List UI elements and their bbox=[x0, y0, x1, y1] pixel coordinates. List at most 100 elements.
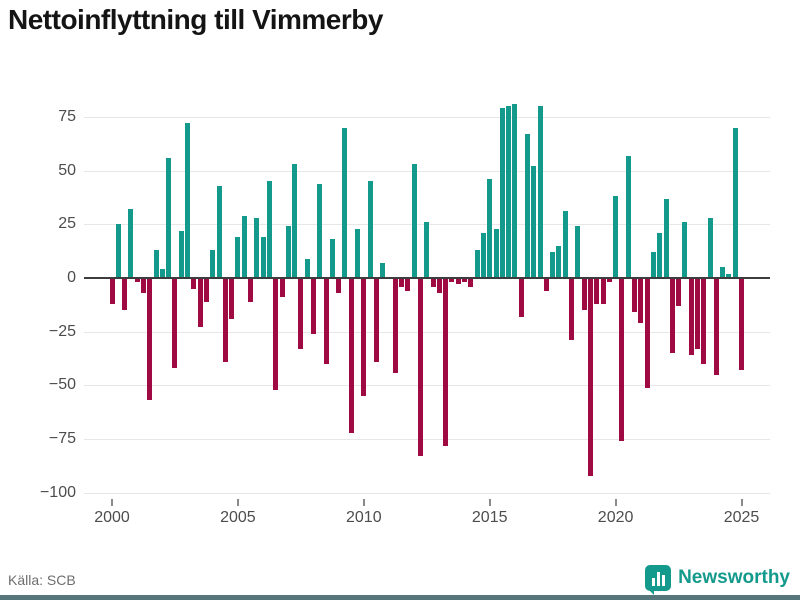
bar bbox=[411, 164, 417, 278]
bar bbox=[197, 278, 203, 328]
bar bbox=[292, 164, 298, 278]
logo-bar-3 bbox=[661, 575, 665, 586]
bar bbox=[688, 278, 694, 356]
bar bbox=[336, 278, 342, 293]
bar bbox=[581, 278, 587, 311]
zero-axis-line bbox=[84, 276, 770, 279]
bar bbox=[373, 278, 379, 362]
gridline bbox=[84, 385, 770, 387]
gridline bbox=[84, 116, 770, 118]
logo-bar-2 bbox=[656, 572, 660, 586]
bar bbox=[430, 278, 436, 287]
bar bbox=[141, 278, 146, 293]
logo-speech-tail bbox=[648, 589, 655, 595]
bar bbox=[487, 179, 493, 278]
bar bbox=[399, 278, 405, 287]
bar bbox=[669, 278, 675, 354]
bar bbox=[587, 278, 593, 476]
bar bbox=[266, 181, 272, 278]
bar bbox=[134, 278, 140, 283]
bar bbox=[185, 123, 190, 278]
bar bbox=[726, 273, 732, 278]
bar bbox=[606, 278, 612, 283]
bar bbox=[694, 278, 700, 349]
newsworthy-logo[interactable]: Newsworthy bbox=[645, 564, 790, 595]
bar bbox=[348, 278, 354, 433]
bar bbox=[304, 258, 310, 278]
y-tick-label: −50 bbox=[48, 376, 76, 394]
bar bbox=[720, 267, 726, 278]
y-tick-label: 75 bbox=[58, 107, 76, 125]
bar bbox=[625, 155, 631, 278]
bar bbox=[543, 278, 549, 291]
y-tick-label: −100 bbox=[39, 483, 76, 501]
chart-title: Nettoinflyttning till Vimmerby bbox=[8, 4, 383, 35]
bar bbox=[644, 278, 650, 388]
bar bbox=[525, 134, 530, 278]
x-tick-mark bbox=[488, 499, 491, 506]
bar bbox=[172, 278, 178, 369]
bar bbox=[115, 224, 121, 278]
bar bbox=[632, 278, 637, 313]
bottom-stripe bbox=[0, 595, 800, 600]
bar bbox=[518, 278, 524, 317]
source-label: Källa: SCB bbox=[8, 572, 76, 588]
x-tick-mark bbox=[740, 499, 743, 506]
bar bbox=[436, 278, 442, 293]
bar bbox=[594, 278, 600, 304]
bar bbox=[550, 252, 556, 278]
gridline bbox=[84, 439, 770, 441]
bar bbox=[562, 211, 568, 278]
bar bbox=[619, 278, 625, 442]
bar bbox=[443, 278, 449, 446]
bar bbox=[380, 263, 386, 278]
bar bbox=[166, 157, 172, 278]
bar bbox=[732, 127, 738, 278]
bar bbox=[392, 278, 398, 373]
bar bbox=[474, 250, 480, 278]
y-tick-label: 25 bbox=[58, 215, 76, 233]
bar bbox=[455, 278, 461, 285]
bar bbox=[273, 278, 279, 390]
bar bbox=[361, 278, 367, 397]
x-tick-mark bbox=[236, 499, 239, 506]
bar bbox=[109, 278, 115, 304]
bar bbox=[499, 108, 505, 278]
x-tick-label: 2020 bbox=[597, 509, 634, 526]
bar bbox=[424, 222, 430, 278]
bar bbox=[159, 269, 165, 278]
plot-area: 75 50 25 0 −25 −50 −75 −100 2000 2005 2010 2015 202… bbox=[39, 104, 770, 526]
bar bbox=[248, 278, 253, 302]
bar bbox=[191, 278, 197, 289]
bar bbox=[468, 278, 474, 287]
x-tick-mark bbox=[614, 499, 617, 506]
bar bbox=[575, 226, 581, 278]
bar bbox=[739, 278, 744, 371]
y-tick-label: −25 bbox=[48, 322, 76, 340]
y-tick-label: 0 bbox=[67, 269, 76, 286]
x-tick-label: 2010 bbox=[346, 509, 382, 526]
bar bbox=[222, 278, 228, 362]
bar bbox=[122, 278, 128, 311]
x-tick-label: 2015 bbox=[471, 509, 508, 526]
bar bbox=[405, 278, 411, 291]
y-tick-label: 50 bbox=[58, 161, 76, 179]
newsworthy-logo-icon bbox=[645, 565, 672, 595]
bar bbox=[128, 209, 134, 278]
x-tick-mark bbox=[111, 499, 113, 506]
bar bbox=[260, 237, 266, 278]
bar bbox=[537, 106, 543, 278]
bar bbox=[650, 252, 656, 278]
bar bbox=[713, 278, 719, 375]
gridline bbox=[84, 331, 770, 333]
bar bbox=[285, 226, 291, 278]
bar bbox=[663, 198, 669, 278]
bar bbox=[254, 217, 260, 278]
bar bbox=[279, 278, 285, 298]
bar bbox=[600, 278, 606, 304]
bar bbox=[310, 278, 316, 334]
bar bbox=[449, 278, 455, 283]
bar bbox=[613, 196, 619, 278]
bar bbox=[342, 127, 348, 278]
